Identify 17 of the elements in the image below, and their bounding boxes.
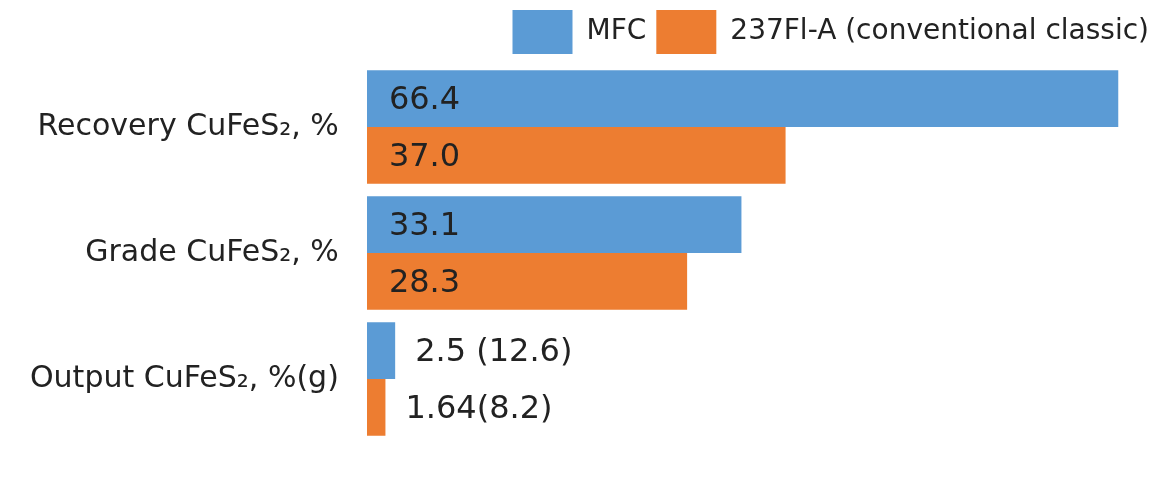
y-tick-label: Output CuFeS₂, %(g): [29, 358, 339, 394]
legend-label: 237Fl-A (conventional classic): [730, 13, 1149, 47]
bar: [366, 127, 786, 184]
bar: [366, 196, 742, 253]
bar: [366, 322, 396, 379]
data-label: 33.1: [388, 204, 461, 243]
data-label: 2.5 (12.6): [415, 330, 573, 369]
data-label: 1.64(8.2): [405, 387, 553, 426]
data-label: 37.0: [388, 135, 461, 174]
bar: [366, 70, 1119, 127]
y-tick-label: Grade CuFeS₂, %: [85, 232, 339, 268]
data-label: 28.3: [388, 261, 461, 300]
legend-label: MFC: [586, 13, 647, 47]
data-label: 66.4: [388, 78, 461, 117]
y-tick-label: Recovery CuFeS₂, %: [37, 106, 339, 142]
bar: [366, 253, 688, 310]
bar: [366, 379, 386, 436]
